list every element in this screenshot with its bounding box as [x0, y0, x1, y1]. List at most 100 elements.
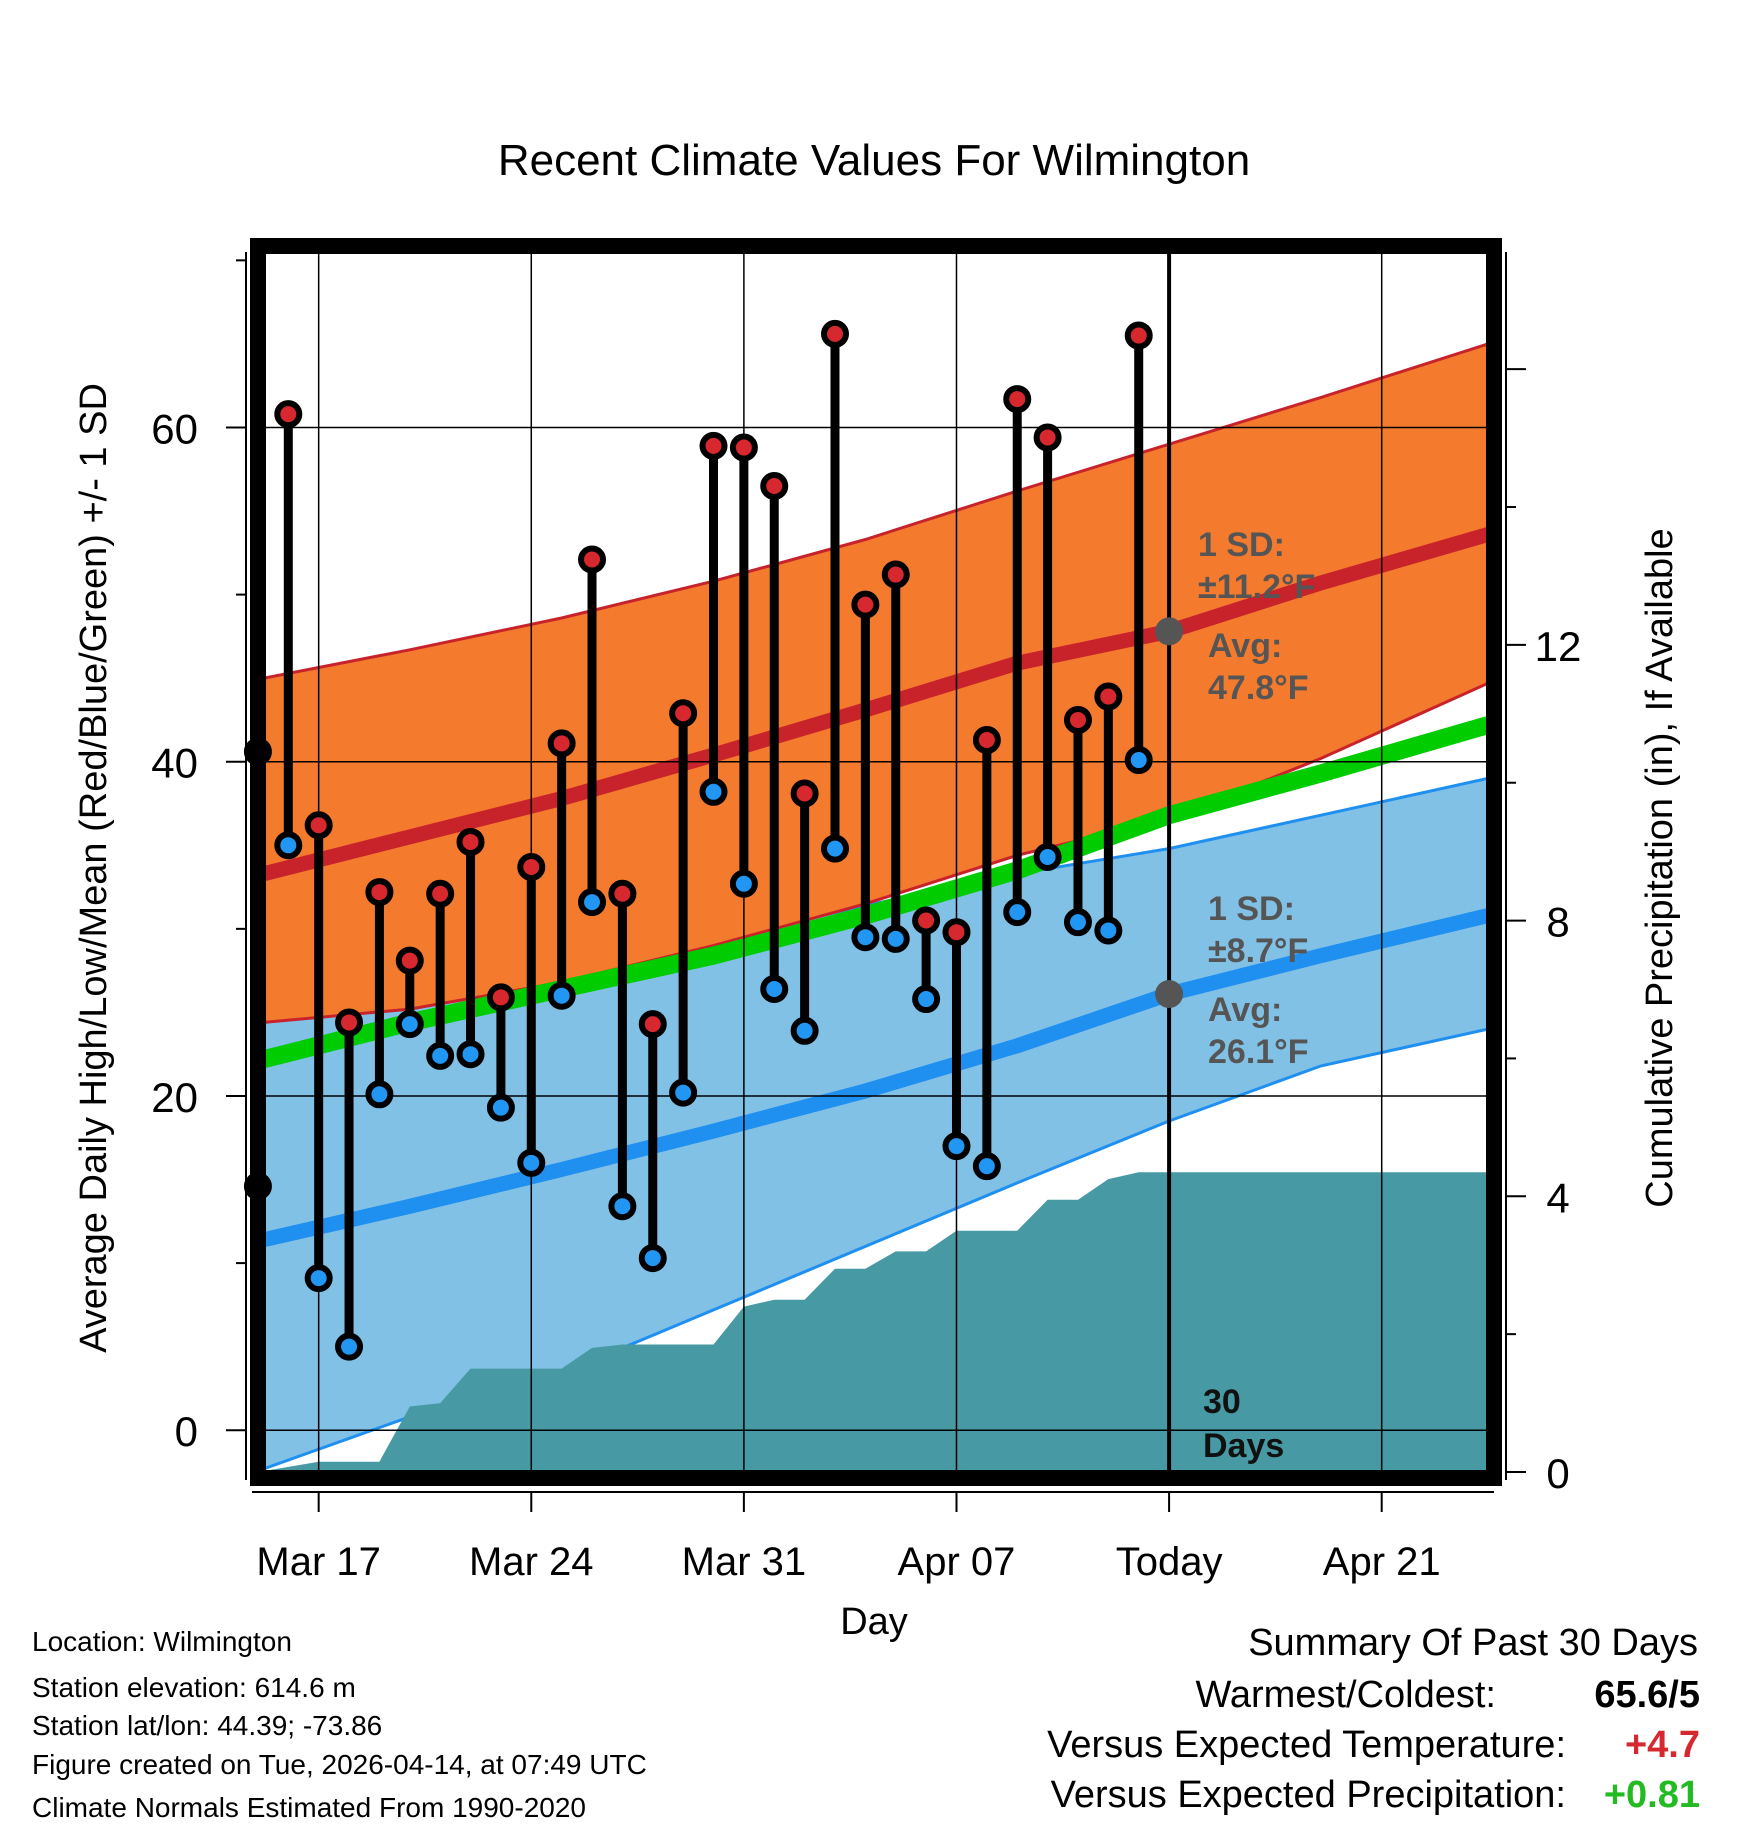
x-tick-label: Today: [1116, 1540, 1223, 1584]
obs-low-point: [820, 834, 849, 863]
y2-tick-label: 12: [1535, 623, 1582, 670]
high-sd-band: [264, 343, 1488, 1023]
info-normals: Climate Normals Estimated From 1990-2020: [32, 1792, 586, 1823]
window-days-label: Days: [1203, 1427, 1284, 1465]
obs-low-point: [456, 1040, 485, 1069]
obs-low-point: [912, 985, 941, 1014]
obs-high-point: [638, 1010, 667, 1039]
obs-high-point: [669, 699, 698, 728]
obs-high-point: [517, 853, 546, 882]
x-tick-label: Mar 17: [256, 1540, 381, 1584]
obs-high-point: [426, 879, 455, 908]
low-avg-dot: [1155, 980, 1184, 1009]
cumulative-precip-area: [264, 1172, 1488, 1472]
window-days-number: 30: [1203, 1383, 1241, 1421]
summary-temp-label: Versus Expected Temperature:: [1047, 1724, 1566, 1766]
obs-low-point: [335, 1332, 364, 1361]
obs-high-point: [365, 878, 394, 907]
obs-high-point: [1033, 423, 1062, 452]
low-normal-line: [264, 908, 1488, 1248]
obs-low-point: [395, 1010, 424, 1039]
chart-title: Recent Climate Values For Wilmington: [498, 136, 1250, 185]
obs-low-point: [1094, 916, 1123, 945]
obs-low-point: [486, 1093, 515, 1122]
obs-high-point: [881, 560, 910, 589]
y-axis-label: Average Daily High/Low/Mean (Red/Blue/Gr…: [73, 383, 115, 1353]
x-axis-label: Day: [840, 1601, 908, 1643]
obs-low-point: [1033, 842, 1062, 871]
obs-high-point: [486, 983, 515, 1012]
low-avg-value: 26.1°F: [1208, 1033, 1309, 1071]
high-sd-value: ±11.2°F: [1198, 568, 1315, 606]
obs-high-point: [335, 1008, 364, 1037]
obs-low-point: [851, 923, 880, 952]
y2-tick-label: 8: [1546, 899, 1569, 946]
obs-low-point: [790, 1016, 819, 1045]
y-tick-label: 20: [151, 1074, 198, 1121]
summary-temp-value: +4.7: [1624, 1724, 1700, 1766]
x-tick-label: Mar 31: [682, 1540, 807, 1584]
obs-low-point: [729, 869, 758, 898]
obs-high-point: [790, 779, 819, 808]
obs-low-point: [881, 924, 910, 953]
obs-low-point: [547, 981, 576, 1010]
high-avg-label: Avg:: [1208, 627, 1282, 665]
y2-tick-label: 4: [1546, 1174, 1569, 1221]
y2-tick-label: 0: [1546, 1450, 1569, 1497]
obs-low-point: [1063, 908, 1092, 937]
high-sd-label: 1 SD:: [1198, 526, 1285, 564]
obs-low-point: [942, 1132, 971, 1161]
obs-low-point: [760, 975, 789, 1004]
y2-axis-label: Cumulative Precipitation (in), If Availa…: [1639, 528, 1681, 1207]
obs-low-point: [517, 1148, 546, 1177]
low-sd-value: ±8.7°F: [1208, 932, 1308, 970]
obs-low-point: [669, 1078, 698, 1107]
obs-high-point: [274, 400, 303, 429]
obs-high-point: [820, 319, 849, 348]
obs-low-point: [578, 888, 607, 917]
y-tick-label: 0: [175, 1408, 198, 1455]
summary-warm-cold-label: Warmest/Coldest:: [1195, 1674, 1496, 1716]
obs-high-point: [547, 729, 576, 758]
low-sd-band: [264, 778, 1488, 1469]
obs-high-point: [972, 726, 1001, 754]
obs-low-point: [274, 831, 303, 860]
obs-low-point: [1124, 746, 1153, 775]
x-tick-label: Apr 07: [898, 1540, 1016, 1584]
low-sd-label: 1 SD:: [1208, 890, 1295, 928]
obs-low-point: [972, 1152, 1001, 1181]
y-tick-label: 40: [151, 740, 198, 787]
obs-high-point: [578, 545, 607, 574]
obs-low-point: [365, 1080, 394, 1109]
obs-high-point: [456, 827, 485, 856]
obs-high-point: [1063, 705, 1092, 734]
obs-high-point: [699, 431, 728, 460]
info-created: Figure created on Tue, 2026-04-14, at 07…: [32, 1749, 647, 1780]
obs-high-point: [304, 811, 333, 840]
obs-high-point: [912, 906, 941, 935]
obs-high-point: [942, 918, 971, 947]
high-plus-sd-line: [264, 342, 1488, 680]
obs-high-point: [760, 471, 789, 500]
obs-high-point: [395, 946, 424, 975]
x-tick-label: Apr 21: [1323, 1540, 1441, 1584]
obs-high-point: [851, 590, 880, 619]
obs-high-point: [729, 433, 758, 462]
high-avg-dot: [1155, 617, 1184, 646]
obs-low-point: [1003, 898, 1032, 927]
x-tick-label: Mar 24: [469, 1540, 594, 1584]
obs-high-point: [1003, 385, 1032, 414]
obs-low-point: [699, 777, 728, 806]
summary-precip-value: +0.81: [1603, 1774, 1700, 1816]
low-avg-label: Avg:: [1208, 991, 1282, 1029]
obs-high-point: [1124, 321, 1153, 350]
obs-low-point: [426, 1041, 455, 1070]
obs-low-point: [638, 1244, 667, 1273]
obs-low-point: [608, 1192, 637, 1221]
obs-low-point: [304, 1264, 333, 1293]
summary-warm-cold-value: 65.6/5: [1594, 1674, 1700, 1716]
info-location: Location: Wilmington: [32, 1626, 292, 1657]
y-tick-label: 60: [151, 405, 198, 452]
info-elevation: Station elevation: 614.6 m: [32, 1672, 356, 1703]
